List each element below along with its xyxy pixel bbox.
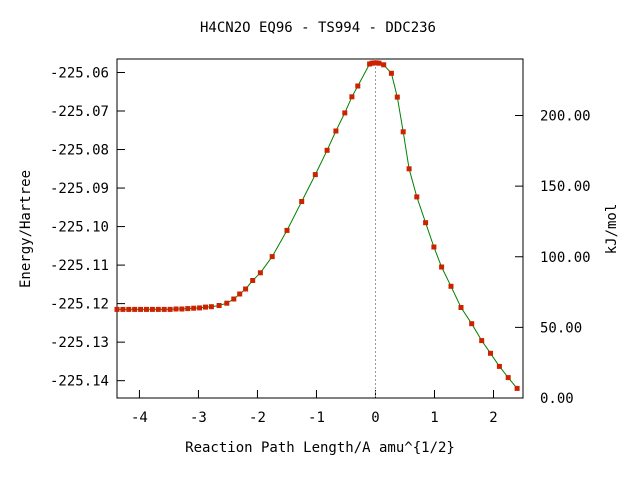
data-point [132,306,138,312]
data-point [423,220,429,226]
chart-title: H4CN2O EQ96 - TS994 - DDC236 [200,20,436,36]
y-tick-label: -225.10 [50,220,109,236]
data-point [439,264,445,270]
left-axis: -225.06 -225.07 -225.08 -225.09 -225.10 -225.… [50,65,125,390]
data-point [224,300,230,306]
data-point [284,227,290,233]
data-point [431,244,437,250]
series-line [117,62,518,389]
y-tick-label: -225.14 [50,374,109,390]
data-point [191,305,197,311]
plot-area [116,58,524,399]
data-point [312,172,318,178]
data-point [381,62,387,68]
data-point [257,270,263,276]
y-axis-label: Energy/Hartree [18,170,34,288]
data-point [388,70,394,76]
y2-tick-label: 0.00 [540,391,574,407]
y-tick-label: -225.11 [50,258,109,274]
data-point [250,278,256,283]
data-point [488,350,493,356]
x-tick-label: -4 [131,410,148,426]
x-axis-label: Reaction Path Length/A amu^{1/2} [185,440,455,456]
x-tick-label: -1 [308,410,325,426]
data-point [138,306,144,312]
data-point [299,199,305,204]
data-point [243,286,249,292]
data-point [448,283,454,289]
data-point [342,110,348,116]
data-point [155,306,161,312]
data-point [237,291,243,297]
data-point [161,306,167,312]
bottom-axis: -4 -3 -2 -1 0 1 2 [131,390,498,426]
data-point [231,296,237,302]
data-point [349,94,355,100]
y-tick-label: -225.07 [50,104,109,120]
x-tick-label: -3 [190,410,207,426]
y2-tick-label: 50.00 [540,320,582,336]
data-point [505,375,511,381]
data-point [149,306,155,312]
data-point [324,147,330,153]
data-point [179,306,185,312]
data-point [197,305,203,311]
data-point [269,254,275,260]
data-point [216,303,222,308]
x-tick-label: 2 [489,410,497,426]
data-point [144,306,149,312]
data-point [394,94,400,100]
data-point [469,321,475,327]
data-point [496,363,502,369]
data-point [126,306,132,312]
series-layer [114,60,520,391]
y-tick-label: -225.13 [50,335,109,351]
data-point [203,304,208,310]
data-point [514,385,520,391]
y-tick-label: -225.06 [50,65,109,81]
data-point [400,129,406,135]
y-tick-label: -225.09 [50,181,109,197]
y2-tick-label: 200.00 [540,109,591,125]
y2-axis-label: kJ/mol [604,204,620,255]
x-tick-label: 1 [430,410,438,426]
data-point [185,306,191,312]
data-point [406,166,412,172]
x-tick-label: -2 [249,410,266,426]
x-tick-label: 0 [371,410,379,426]
data-point [167,306,173,312]
data-point [114,306,120,312]
data-point [414,194,420,200]
y2-tick-label: 150.00 [540,179,591,195]
data-point [458,305,464,310]
data-point [208,304,214,310]
data-point [479,338,485,344]
data-point [355,83,361,89]
data-point [376,60,382,66]
data-point [173,306,179,312]
data-point [120,306,126,312]
data-point [333,128,339,134]
y2-tick-label: 100.00 [540,250,591,266]
y-tick-label: -225.08 [50,143,109,159]
right-axis: 0.00 50.00 100.00 150.00 200.00 [515,109,591,407]
y-tick-label: -225.12 [50,297,109,313]
